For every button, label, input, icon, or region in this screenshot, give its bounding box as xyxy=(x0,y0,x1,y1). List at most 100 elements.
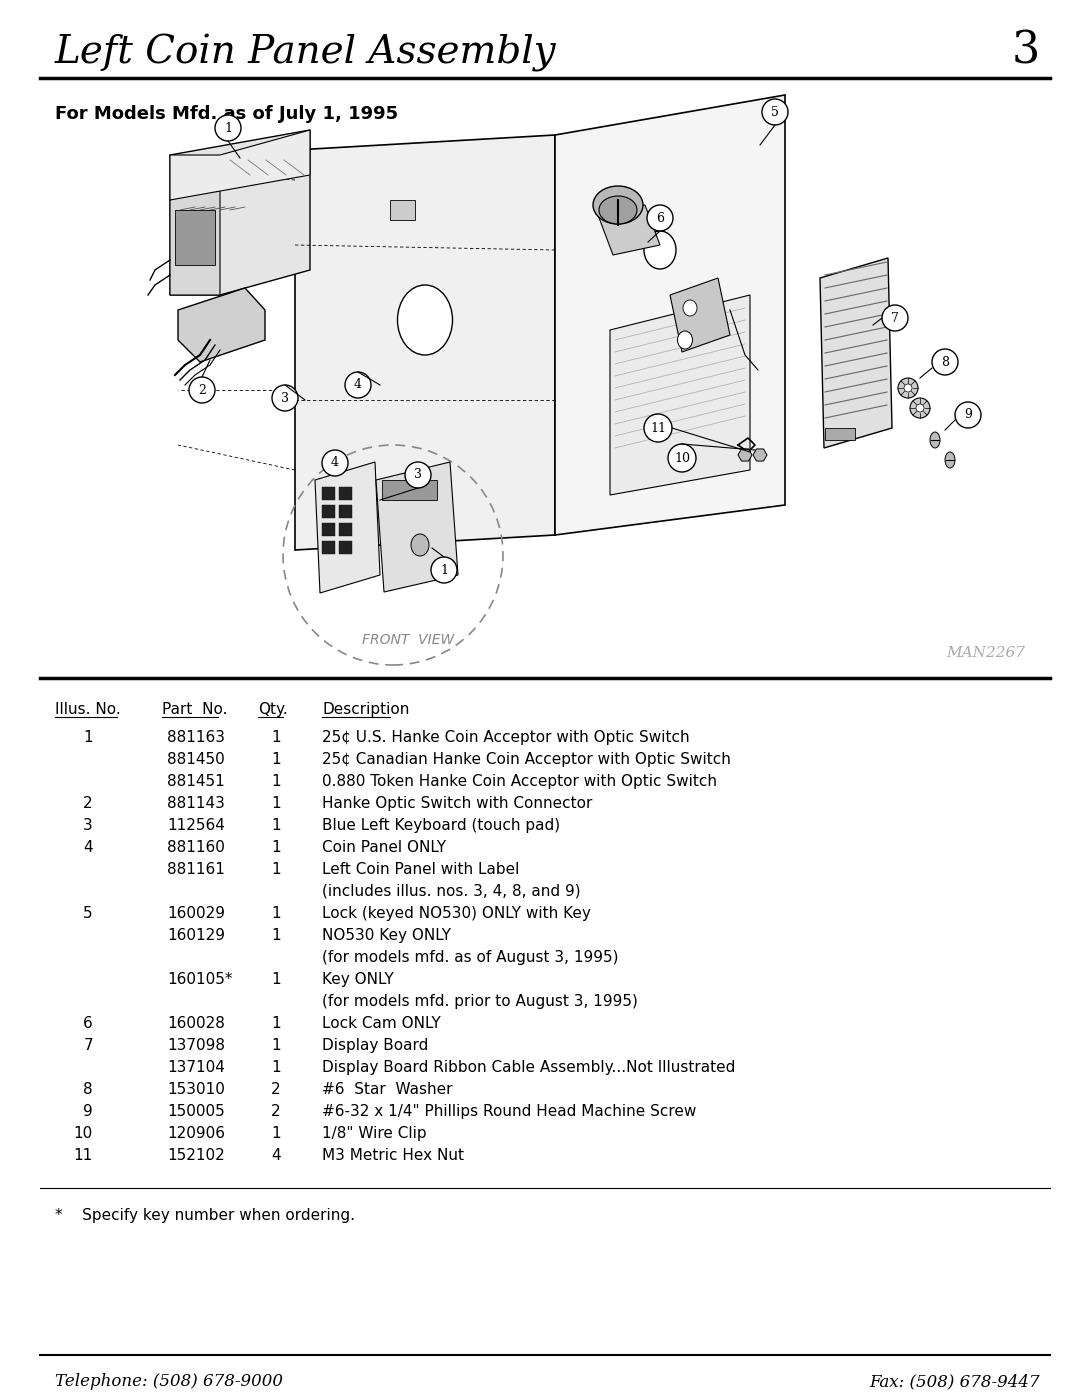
Circle shape xyxy=(762,99,788,124)
Bar xyxy=(339,541,352,555)
Text: 25¢ U.S. Hanke Coin Acceptor with Optic Switch: 25¢ U.S. Hanke Coin Acceptor with Optic … xyxy=(322,731,690,745)
Text: 3: 3 xyxy=(1012,29,1040,73)
Text: (for models mfd. as of August 3, 1995): (for models mfd. as of August 3, 1995) xyxy=(322,950,619,965)
Bar xyxy=(322,541,335,555)
Text: Coin Panel ONLY: Coin Panel ONLY xyxy=(322,840,446,855)
Text: 8: 8 xyxy=(941,355,949,369)
Circle shape xyxy=(215,115,241,141)
Text: 4: 4 xyxy=(271,1148,281,1162)
Polygon shape xyxy=(670,278,730,352)
Text: 4: 4 xyxy=(330,457,339,469)
Text: 2: 2 xyxy=(83,796,93,812)
Bar xyxy=(825,427,855,440)
Circle shape xyxy=(644,414,672,441)
Text: FRONT  VIEW: FRONT VIEW xyxy=(362,633,454,647)
Text: *    Specify key number when ordering.: * Specify key number when ordering. xyxy=(55,1208,355,1222)
Text: 881450: 881450 xyxy=(167,752,225,767)
Polygon shape xyxy=(738,448,752,461)
Polygon shape xyxy=(178,288,265,362)
Circle shape xyxy=(431,557,457,583)
Text: Hanke Optic Switch with Connector: Hanke Optic Switch with Connector xyxy=(322,796,592,812)
Text: 881451: 881451 xyxy=(167,774,225,789)
Polygon shape xyxy=(315,462,380,592)
Text: Key ONLY: Key ONLY xyxy=(322,972,394,988)
Polygon shape xyxy=(753,448,767,461)
Text: 1: 1 xyxy=(271,840,281,855)
Text: 1: 1 xyxy=(271,907,281,921)
Text: 1: 1 xyxy=(224,122,232,134)
Bar xyxy=(322,504,335,518)
Text: 881161: 881161 xyxy=(167,862,225,877)
Circle shape xyxy=(405,462,431,488)
Text: For Models Mfd. as of July 1, 1995: For Models Mfd. as of July 1, 1995 xyxy=(55,105,399,123)
Text: 0.880 Token Hanke Coin Acceptor with Optic Switch: 0.880 Token Hanke Coin Acceptor with Opt… xyxy=(322,774,717,789)
Text: 1/8" Wire Clip: 1/8" Wire Clip xyxy=(322,1126,427,1141)
Text: Telephone: (508) 678-9000: Telephone: (508) 678-9000 xyxy=(55,1373,283,1390)
Text: 160129: 160129 xyxy=(167,928,225,943)
Text: MAN2267: MAN2267 xyxy=(946,645,1025,659)
Circle shape xyxy=(916,404,924,412)
Text: Description: Description xyxy=(322,703,409,717)
Circle shape xyxy=(345,372,372,398)
Text: 3: 3 xyxy=(83,819,93,833)
Text: Blue Left Keyboard (touch pad): Blue Left Keyboard (touch pad) xyxy=(322,819,561,833)
Circle shape xyxy=(272,386,298,411)
Text: Qty.: Qty. xyxy=(258,703,287,717)
Ellipse shape xyxy=(677,331,692,349)
Text: 1: 1 xyxy=(271,1038,281,1053)
Text: 137104: 137104 xyxy=(167,1060,225,1076)
Text: 10: 10 xyxy=(674,451,690,464)
Bar xyxy=(382,481,437,500)
Text: 881160: 881160 xyxy=(167,840,225,855)
Polygon shape xyxy=(170,184,220,295)
Text: 160028: 160028 xyxy=(167,1016,225,1031)
Circle shape xyxy=(910,398,930,418)
Text: 5: 5 xyxy=(771,106,779,119)
Polygon shape xyxy=(295,136,555,550)
Text: 4: 4 xyxy=(83,840,93,855)
Bar xyxy=(339,522,352,536)
Text: Left Coin Panel with Label: Left Coin Panel with Label xyxy=(322,862,519,877)
Polygon shape xyxy=(598,205,660,256)
Text: 9: 9 xyxy=(83,1104,93,1119)
Text: Lock Cam ONLY: Lock Cam ONLY xyxy=(322,1016,441,1031)
Text: 1: 1 xyxy=(271,796,281,812)
Text: 5: 5 xyxy=(83,907,93,921)
Ellipse shape xyxy=(397,285,453,355)
Text: 6: 6 xyxy=(656,211,664,225)
Bar xyxy=(390,200,415,219)
Text: 160105*: 160105* xyxy=(167,972,232,988)
Text: 7: 7 xyxy=(891,312,899,324)
Polygon shape xyxy=(555,95,785,535)
Bar xyxy=(339,488,352,500)
Circle shape xyxy=(882,305,908,331)
Text: 11: 11 xyxy=(650,422,666,434)
Polygon shape xyxy=(610,295,750,495)
Circle shape xyxy=(904,384,912,393)
Text: 1: 1 xyxy=(440,563,448,577)
Text: 4: 4 xyxy=(354,379,362,391)
Polygon shape xyxy=(170,130,310,200)
Text: M3 Metric Hex Nut: M3 Metric Hex Nut xyxy=(322,1148,464,1162)
Text: 25¢ Canadian Hanke Coin Acceptor with Optic Switch: 25¢ Canadian Hanke Coin Acceptor with Op… xyxy=(322,752,731,767)
Circle shape xyxy=(932,349,958,374)
Bar xyxy=(322,488,335,500)
Text: 160029: 160029 xyxy=(167,907,225,921)
Circle shape xyxy=(897,379,918,398)
Text: 3: 3 xyxy=(281,391,289,405)
Text: Display Board: Display Board xyxy=(322,1038,429,1053)
Text: 6: 6 xyxy=(83,1016,93,1031)
Text: 1: 1 xyxy=(271,774,281,789)
Text: 137098: 137098 xyxy=(167,1038,225,1053)
Text: 11: 11 xyxy=(73,1148,93,1162)
Text: #6  Star  Washer: #6 Star Washer xyxy=(322,1083,453,1097)
Text: 1: 1 xyxy=(271,1126,281,1141)
Text: 881163: 881163 xyxy=(167,731,225,745)
Text: 1: 1 xyxy=(83,731,93,745)
Text: NO530 Key ONLY: NO530 Key ONLY xyxy=(322,928,451,943)
Ellipse shape xyxy=(411,534,429,556)
Ellipse shape xyxy=(683,300,697,316)
Text: 153010: 153010 xyxy=(167,1083,225,1097)
Polygon shape xyxy=(820,258,892,448)
Text: Display Board Ribbon Cable Assembly...Not Illustrated: Display Board Ribbon Cable Assembly...No… xyxy=(322,1060,735,1076)
